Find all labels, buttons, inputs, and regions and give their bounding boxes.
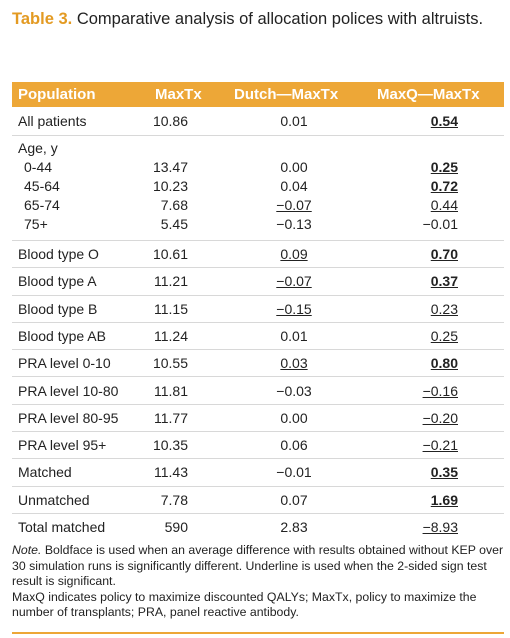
bottom-rule — [12, 632, 504, 634]
table-row: PRA level 0-10 10.55 0.03 0.80 — [12, 350, 504, 378]
abbreviations: MaxQ indicates policy to maximize discou… — [12, 589, 477, 620]
table-row: Blood type A 11.21 −0.07 0.37 — [12, 268, 504, 296]
cell: 13.47 — [152, 159, 188, 175]
cell: 10.35 — [152, 437, 188, 454]
row-label: Blood type B — [18, 300, 98, 317]
column-header: Population — [18, 86, 96, 103]
cell: 0.04 — [280, 178, 308, 194]
title-text: Comparative analysis of allocation polic… — [76, 10, 484, 28]
column-header: MaxQ—MaxTx — [377, 86, 480, 103]
row-label: PRA level 80-95 — [18, 409, 119, 426]
cell: 0.35 — [430, 464, 458, 481]
cell: 2.83 — [280, 519, 308, 535]
row-label: 45-64 — [24, 178, 60, 194]
cell: 11.21 — [154, 273, 188, 290]
cell: 0.70 — [430, 246, 458, 262]
table-row: PRA level 10-80 11.81 −0.03 −0.16 — [12, 378, 504, 405]
title-label: Table 3. — [12, 10, 73, 28]
table-row-group: Age, y 0-44 13.47 0.00 0.25 45-64 10.23 0.04 0.7… — [12, 136, 504, 241]
cell: 11.43 — [154, 464, 188, 481]
row-label: All patients — [18, 113, 87, 129]
cell: 0.00 — [280, 159, 308, 175]
cell: 11.15 — [154, 300, 188, 317]
table-row: PRA level 80-95 11.77 0.00 −0.20 — [12, 405, 504, 433]
table-row: Matched 11.43 −0.01 0.35 — [12, 459, 504, 487]
table-row: PRA level 95+ 10.35 0.06 −0.21 — [12, 432, 504, 460]
row-label: 75+ — [24, 216, 48, 232]
table-title: Table 3. Comparative analysis of allocat… — [12, 8, 504, 31]
row-label: PRA level 10-80 — [18, 382, 119, 399]
row-label: PRA level 0-10 — [18, 355, 111, 372]
cell: −0.01 — [422, 216, 458, 232]
note-para: Note. Boldface is used when an average d… — [12, 543, 504, 590]
cell: −0.07 — [276, 273, 312, 290]
note-text: Boldface is used when an average differe… — [12, 543, 504, 588]
cell: −0.07 — [276, 197, 312, 213]
cell: −0.21 — [422, 437, 458, 454]
cell: 0.07 — [280, 491, 308, 508]
cell: −0.01 — [276, 464, 312, 481]
cell: 0.37 — [430, 273, 458, 290]
cell: 0.54 — [430, 113, 458, 129]
row-label: Matched — [18, 464, 72, 481]
cell: 0.72 — [430, 178, 458, 194]
cell: −0.03 — [276, 382, 312, 399]
row-label: Total matched — [18, 519, 106, 535]
cell: 1.69 — [430, 491, 458, 508]
row-label: Age, y — [18, 140, 58, 156]
cell: −0.20 — [422, 409, 458, 426]
cell: 0.09 — [280, 246, 308, 262]
row-label: 65-74 — [24, 197, 60, 213]
note-lead: Note. — [12, 543, 42, 557]
cell: −0.13 — [276, 216, 312, 232]
cell: 10.86 — [152, 113, 188, 129]
cell: 7.78 — [160, 491, 188, 508]
cell: 590 — [164, 519, 188, 535]
cell: 10.55 — [152, 355, 188, 372]
note: Note. Boldface is used when an average d… — [12, 543, 504, 621]
cell: 0.01 — [280, 327, 308, 344]
cell: 11.24 — [154, 327, 188, 344]
cell: 11.77 — [154, 409, 188, 426]
row-label: Blood type O — [18, 246, 99, 262]
cell: 0.25 — [430, 327, 458, 344]
cell: 5.45 — [160, 216, 188, 232]
row-label: Blood type AB — [18, 327, 106, 344]
cell: −0.16 — [422, 382, 458, 399]
table-row: Total matched 590 2.83 −8.93 — [12, 514, 504, 540]
cell: 7.68 — [160, 197, 188, 213]
table-row: Unmatched 7.78 0.07 1.69 — [12, 487, 504, 514]
cell: 0.01 — [280, 113, 308, 129]
table-row: Blood type O 10.61 0.09 0.70 — [12, 241, 504, 269]
cell: 0.44 — [430, 197, 458, 213]
table-row: Blood type AB 11.24 0.01 0.25 — [12, 323, 504, 351]
cell: −0.15 — [276, 300, 312, 317]
cell: 0.03 — [280, 355, 308, 372]
row-label: PRA level 95+ — [18, 437, 107, 454]
row-label: Blood type A — [18, 273, 97, 290]
header-row: Population MaxTx Dutch—MaxTx MaxQ—MaxTx — [12, 82, 504, 107]
cell: 10.61 — [152, 246, 188, 262]
cell: 0.06 — [280, 437, 308, 454]
cell: 0.25 — [430, 159, 458, 175]
cell: 0.23 — [430, 300, 458, 317]
cell: −8.93 — [422, 519, 458, 535]
cell: 0.00 — [280, 409, 308, 426]
table-row: Blood type B 11.15 −0.15 0.23 — [12, 296, 504, 323]
row-label: 0-44 — [24, 159, 53, 175]
table-row: All patients 10.86 0.01 0.54 — [12, 108, 504, 136]
column-header: MaxTx — [155, 86, 202, 103]
cell: 11.81 — [154, 382, 188, 399]
column-header: Dutch—MaxTx — [234, 86, 339, 103]
cell: 0.80 — [430, 355, 458, 372]
row-label: Unmatched — [18, 491, 90, 508]
cell: 10.23 — [152, 178, 188, 194]
